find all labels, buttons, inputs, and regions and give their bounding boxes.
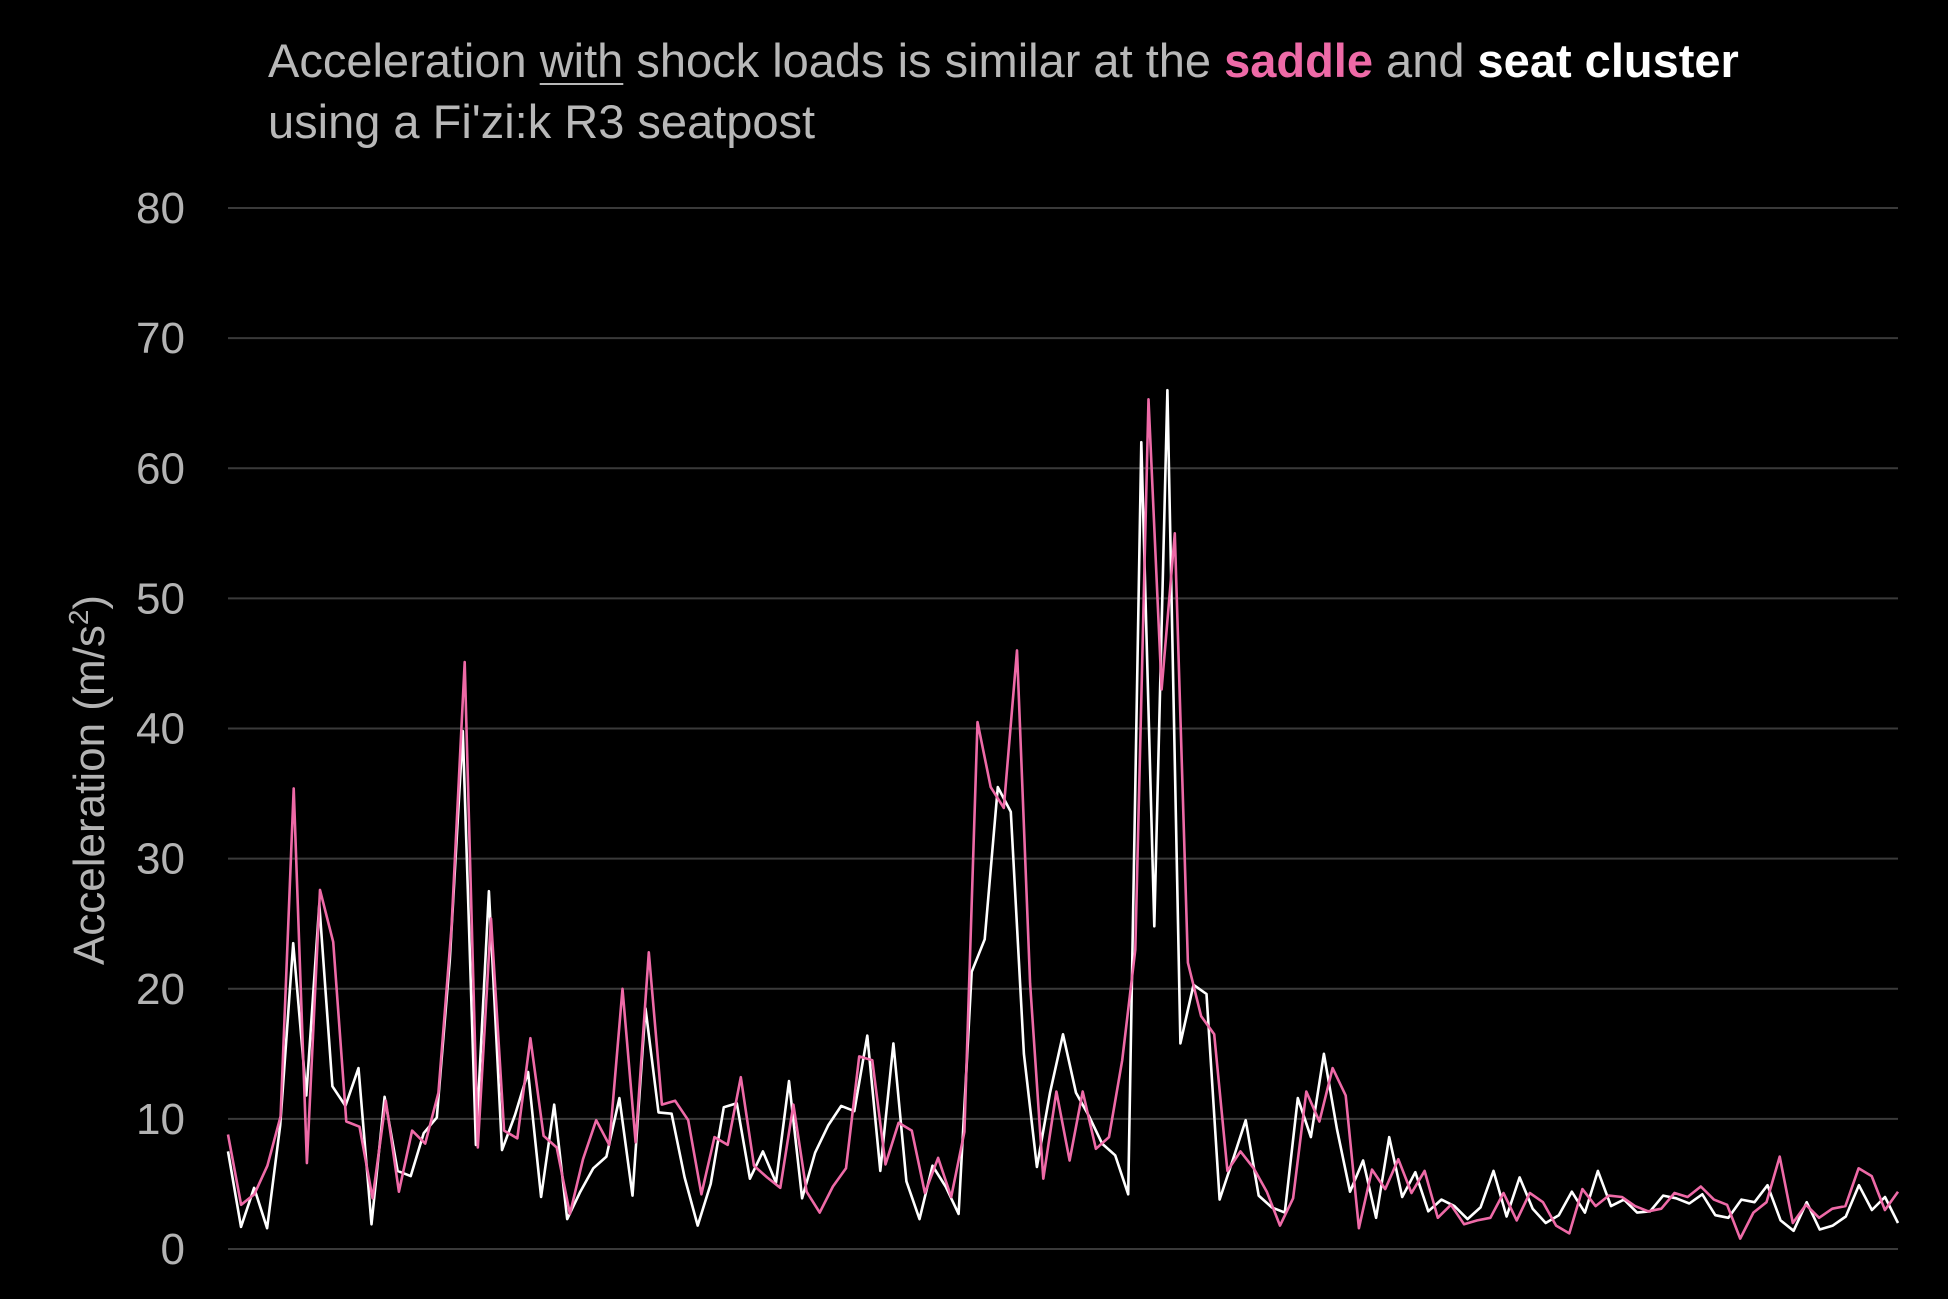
chart-title: Acceleration with shock loads is similar… bbox=[268, 30, 1768, 152]
y-axis-ticks: 0 10 20 30 40 50 60 70 80 bbox=[136, 184, 185, 1274]
title-saddle-keyword: saddle bbox=[1224, 34, 1373, 87]
title-part-underlined: with bbox=[539, 34, 624, 87]
gridlines bbox=[228, 207, 1898, 1250]
series-line-seat-cluster bbox=[226, 388, 1900, 1233]
y-tick-label: 10 bbox=[136, 1095, 185, 1144]
y-tick-label: 50 bbox=[136, 574, 185, 623]
y-axis-title-end: ) bbox=[65, 595, 114, 610]
y-tick-label: 40 bbox=[136, 705, 185, 754]
y-axis-title: Acceleration (m/s2) bbox=[63, 595, 114, 965]
series-lines bbox=[226, 388, 1900, 1240]
y-tick-label: 70 bbox=[136, 314, 185, 363]
y-tick-label: 30 bbox=[136, 835, 185, 884]
y-tick-label: 20 bbox=[136, 965, 185, 1014]
title-part-1: Acceleration bbox=[268, 34, 540, 87]
title-seat-cluster-keyword: seat cluster bbox=[1477, 34, 1739, 87]
title-part-7: using a Fi'zi:k R3 seatpost bbox=[268, 95, 816, 148]
series-line-saddle bbox=[226, 397, 1900, 1240]
y-axis-title-main: Acceleration (m/s bbox=[65, 625, 114, 965]
y-tick-label: 60 bbox=[136, 444, 185, 493]
y-tick-label: 0 bbox=[161, 1225, 185, 1274]
title-part-3: shock loads is similar at the bbox=[623, 34, 1225, 87]
y-axis-title-superscript: 2 bbox=[63, 610, 94, 626]
title-part-5: and bbox=[1373, 34, 1478, 87]
y-tick-label: 80 bbox=[136, 184, 185, 233]
